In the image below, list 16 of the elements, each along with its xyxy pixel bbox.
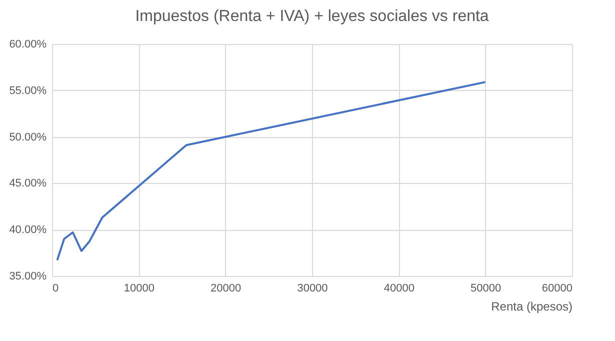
y-tick-label: 60.00% (9, 38, 47, 50)
y-tick-label: 40.00% (9, 224, 47, 236)
x-tick-label: 60000 (542, 282, 572, 294)
x-tick-label: 40000 (384, 282, 414, 294)
x-tick-label: 50000 (470, 282, 502, 294)
x-tick-label: 10000 (124, 282, 154, 294)
chart-title: Impuestos (Renta + IVA) + leyes sociales vs renta (135, 8, 489, 25)
x-tick-label: 20000 (210, 282, 242, 294)
y-tick-label: 35.00% (9, 270, 47, 282)
y-tick-label: 50.00% (9, 131, 47, 144)
line-series (56, 81, 486, 262)
x-tick-label: 30000 (297, 282, 328, 294)
x-axis-title: Renta (kpesos) (491, 300, 572, 314)
x-tick-label: 0 (52, 282, 59, 294)
y-tick-label: 55.00% (9, 84, 47, 97)
y-tick-label: 45.00% (9, 178, 47, 190)
